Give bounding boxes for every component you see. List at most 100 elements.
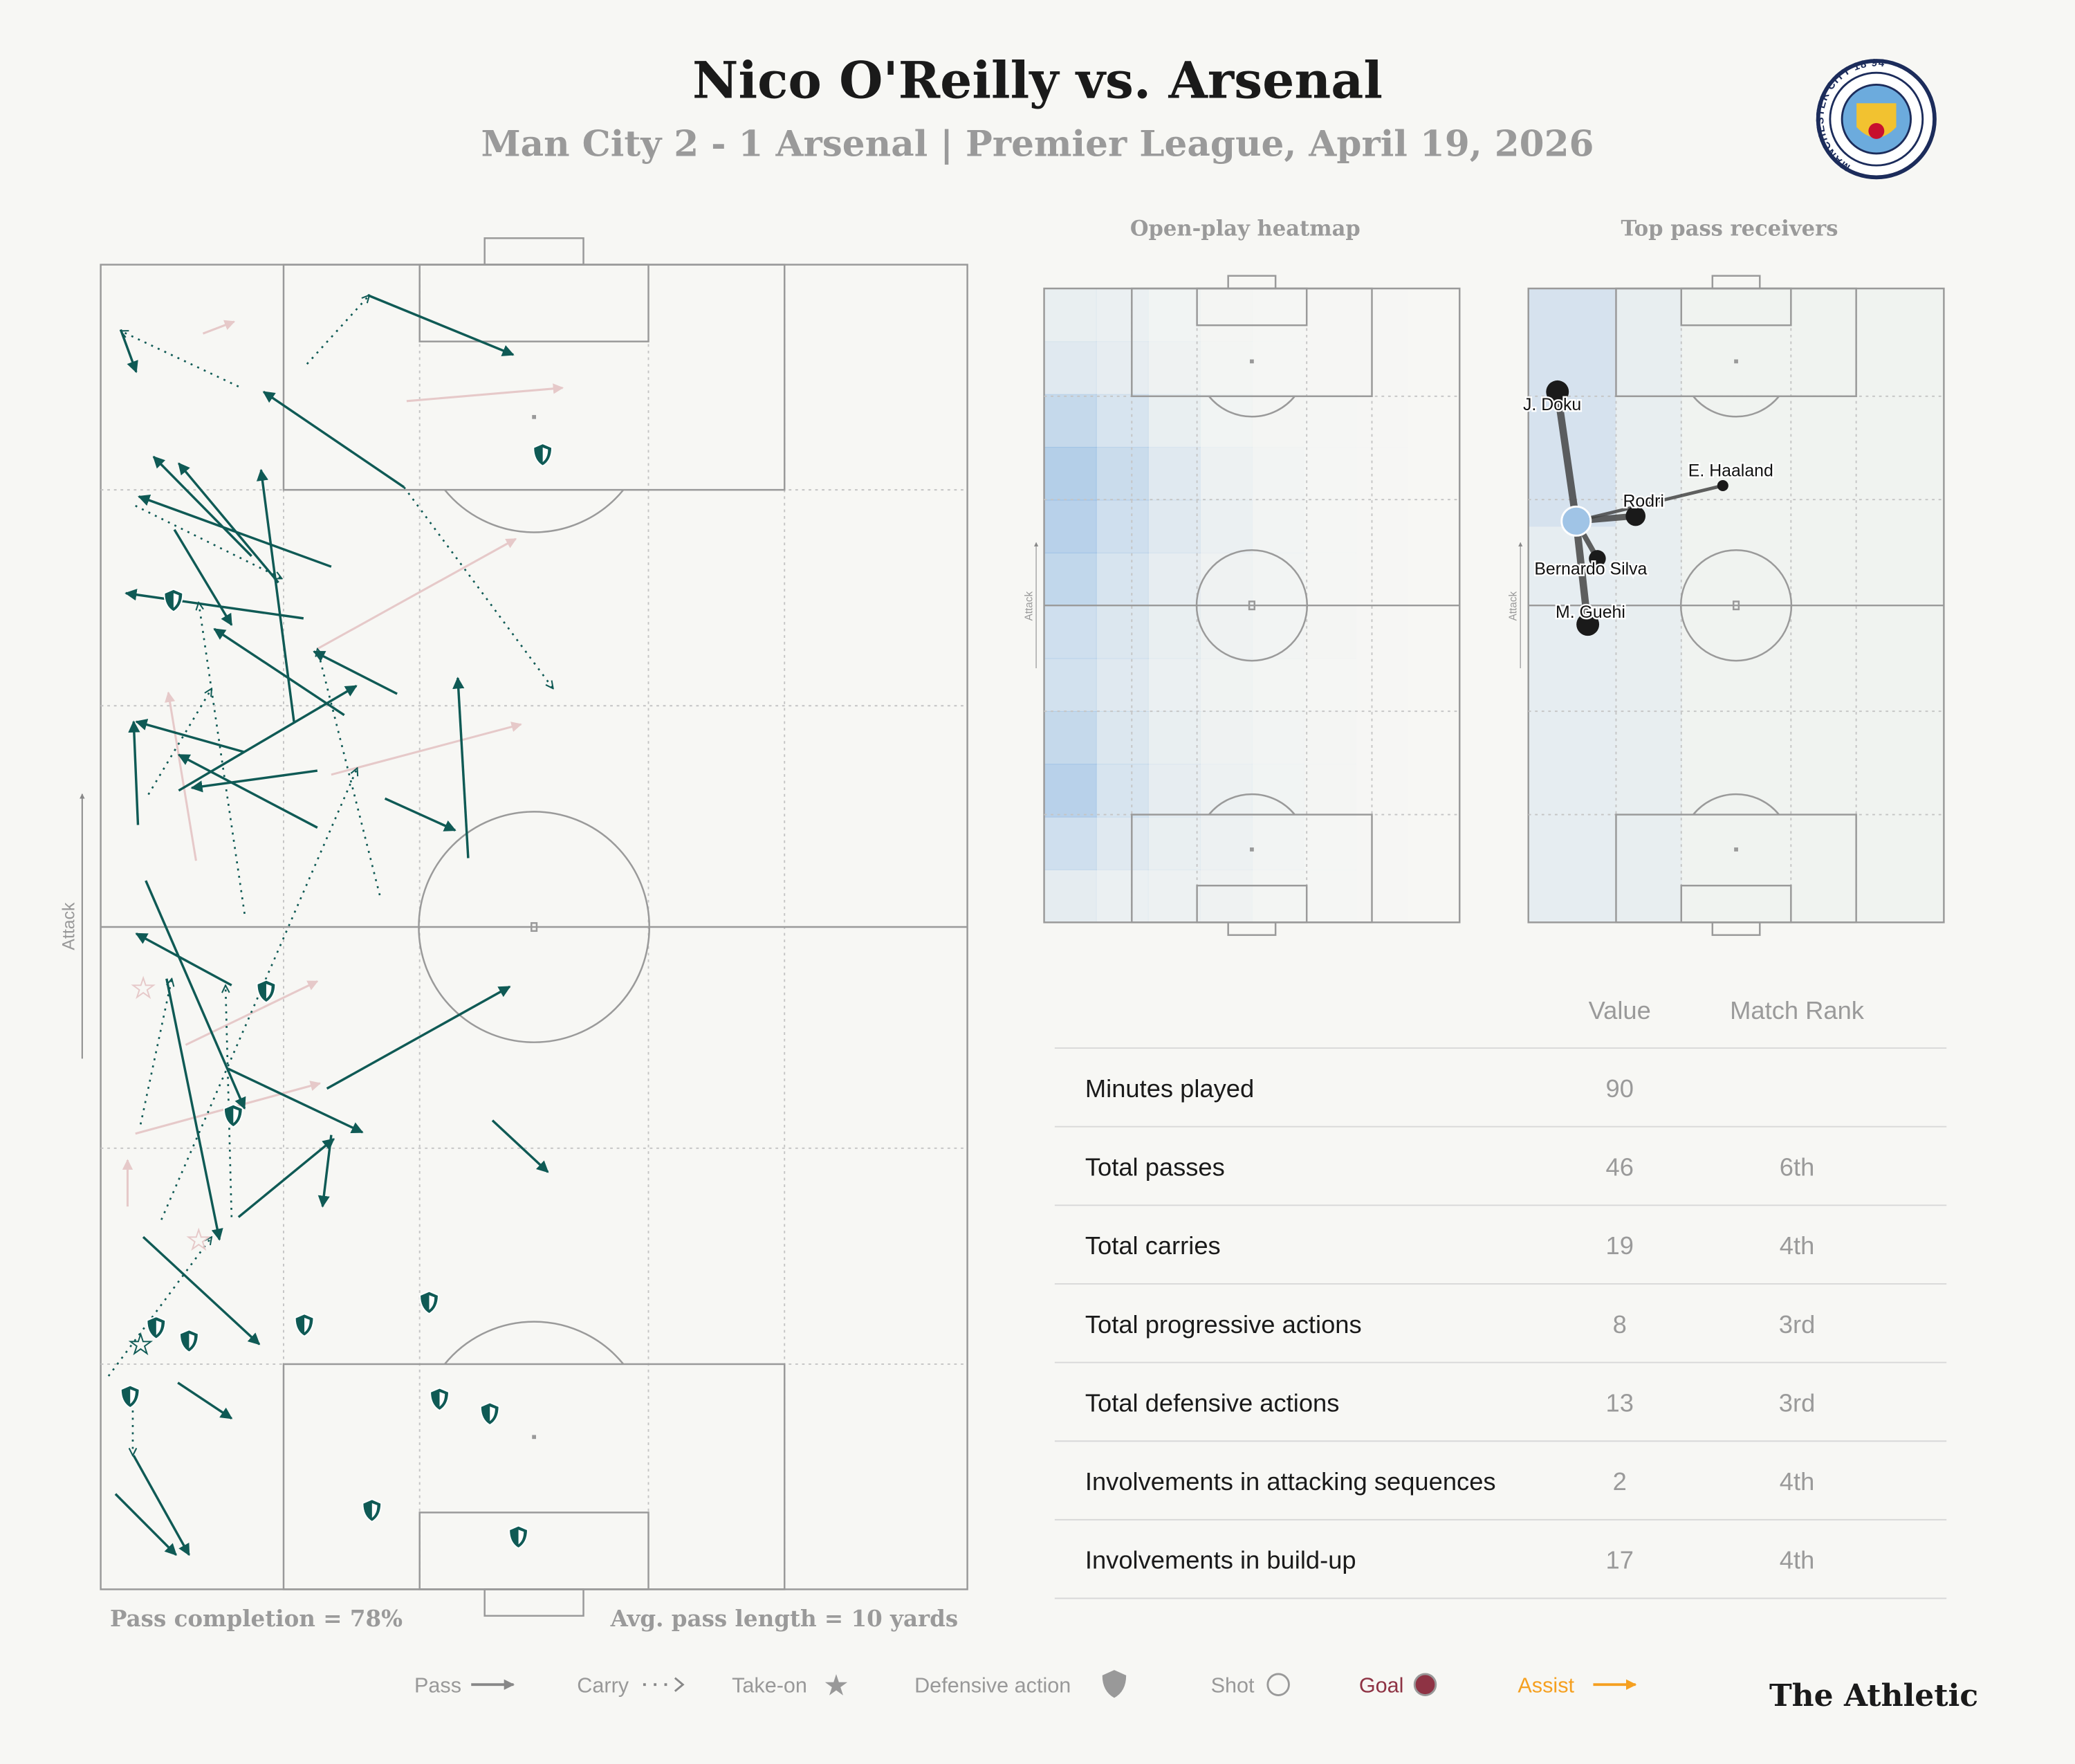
action-map-pitch — [100, 237, 968, 1617]
stat-rank: 3rd — [1779, 1388, 1816, 1417]
legend: Pass Carry Take-on ★ Defensive action Sh… — [414, 1669, 1637, 1702]
heatmap-cell — [1147, 658, 1201, 712]
heatmap-cell — [1304, 499, 1356, 553]
goal — [1227, 275, 1277, 290]
receiver-node — [1576, 613, 1600, 636]
penalty-spot — [1250, 847, 1254, 852]
star-icon: ★ — [823, 1669, 849, 1702]
heatmap-cell — [1096, 552, 1149, 607]
page-subtitle: Man City 2 - 1 Arsenal | Premier League,… — [481, 124, 1594, 165]
heatmap-cell — [1356, 341, 1408, 394]
stat-rank: 3rd — [1779, 1310, 1816, 1339]
heatmap-cell — [1252, 659, 1304, 712]
penalty-arc — [1693, 396, 1780, 418]
shield-highlight — [518, 1529, 524, 1545]
goal — [483, 237, 584, 266]
pass-arrow — [165, 978, 223, 1241]
stat-rank: 6th — [1780, 1152, 1815, 1181]
penalty-arc — [1208, 793, 1295, 816]
legend-carry: Carry — [577, 1674, 685, 1698]
penalty-spot — [532, 414, 536, 419]
defensive-action-shield-icon — [146, 1315, 167, 1340]
defensive-action-shield-icon — [179, 1329, 199, 1353]
unsuccessful-pass-arrow — [185, 980, 319, 1046]
heatmap-cell — [1147, 552, 1201, 607]
heatmap-cell — [1252, 447, 1304, 500]
stat-label: Total progressive actions — [1085, 1310, 1362, 1339]
heatmap-attack-indicator: Attack — [1023, 542, 1039, 669]
defensive-action-shield-icon — [362, 1498, 382, 1523]
receivers-title: Top pass receivers — [1621, 217, 1838, 241]
pass-arrow — [367, 294, 515, 356]
heatmap-title: Open-play heatmap — [1130, 217, 1361, 241]
heatmap-cell — [1200, 341, 1253, 394]
heatmap-cell — [1304, 447, 1356, 500]
heatmap-cell — [1096, 710, 1149, 765]
receiver-node — [1589, 550, 1606, 567]
table-row: Total carries 19 4th — [1054, 1231, 1947, 1285]
carry-arrow — [135, 504, 282, 580]
shield-highlight — [266, 984, 272, 999]
heatmap-cell — [1252, 499, 1304, 553]
shield-shape — [419, 1290, 439, 1315]
heatmap-cell — [1304, 341, 1356, 394]
attack-label: Attack — [59, 902, 78, 950]
legend-take-on: Take-on ★ — [732, 1669, 849, 1702]
heatmap-cell — [1199, 816, 1253, 870]
heatmap-cell — [1147, 394, 1201, 448]
pass-arrow — [128, 720, 140, 825]
pass-arrow — [178, 462, 279, 584]
heatmap-cell — [1199, 869, 1253, 924]
filled-circle-icon — [1413, 1673, 1437, 1696]
heatmap-cell — [1096, 447, 1149, 501]
unsuccessful-pass-arrow — [317, 538, 517, 650]
pass-arrow — [384, 797, 456, 832]
shield-highlight — [542, 447, 548, 462]
shield-highlight — [233, 1108, 239, 1123]
penalty-spot — [1734, 847, 1738, 852]
legend-shot-label: Shot — [1211, 1674, 1255, 1698]
shield-highlight — [439, 1392, 445, 1407]
goal — [1711, 921, 1761, 936]
pass-arrow — [177, 753, 318, 829]
heatmap-cell — [1147, 710, 1201, 765]
receiver-link — [1574, 484, 1725, 523]
heatmap-cell — [1096, 499, 1149, 553]
shield-shape — [508, 1525, 528, 1550]
heatmap-cell — [1199, 605, 1253, 659]
pass-arrow — [178, 685, 358, 792]
heatmap-cell — [1096, 658, 1149, 712]
carry-arrow — [317, 649, 381, 896]
unsuccessful-pass-arrow — [331, 722, 522, 776]
stat-value: 46 — [1605, 1152, 1633, 1181]
shield-shape — [146, 1315, 167, 1340]
heatmap-cell — [1304, 711, 1356, 764]
heatmap-cell — [1304, 817, 1356, 870]
action-map-marks: ★ ★ ★ — [107, 294, 564, 1556]
heatmap-cell — [1044, 658, 1097, 712]
defensive-action-shield-icon — [479, 1402, 500, 1426]
receiver-name-label: Rodri — [1623, 492, 1663, 511]
defensive-action-shield-icon — [163, 588, 184, 613]
heatmap-cell — [1096, 605, 1149, 659]
heatmap-cell — [1356, 764, 1408, 817]
legend-assist-label: Assist — [1518, 1674, 1574, 1698]
take-on-star-icon: ★ — [129, 1331, 152, 1360]
heatmap-cell — [1304, 288, 1356, 342]
defensive-action-shield-icon — [294, 1313, 315, 1337]
shield-shape — [120, 1384, 140, 1409]
shield-shape — [479, 1402, 500, 1426]
penalty-arc — [443, 1321, 625, 1365]
center-circle — [418, 811, 651, 1043]
stat-value: 90 — [1605, 1074, 1633, 1103]
receivers-attack-indicator: Attack — [1507, 542, 1523, 669]
stat-rank: 4th — [1780, 1231, 1815, 1260]
heatmap-cell — [1199, 552, 1253, 607]
center-spot — [1732, 600, 1740, 611]
shield-highlight — [429, 1295, 435, 1310]
defensive-action-shield-icon — [120, 1384, 140, 1409]
heatmap-cell — [1304, 553, 1356, 606]
shield-highlight — [173, 593, 179, 608]
take-on-star-icon: ★ — [187, 1226, 210, 1255]
carry-arrow — [147, 688, 212, 796]
